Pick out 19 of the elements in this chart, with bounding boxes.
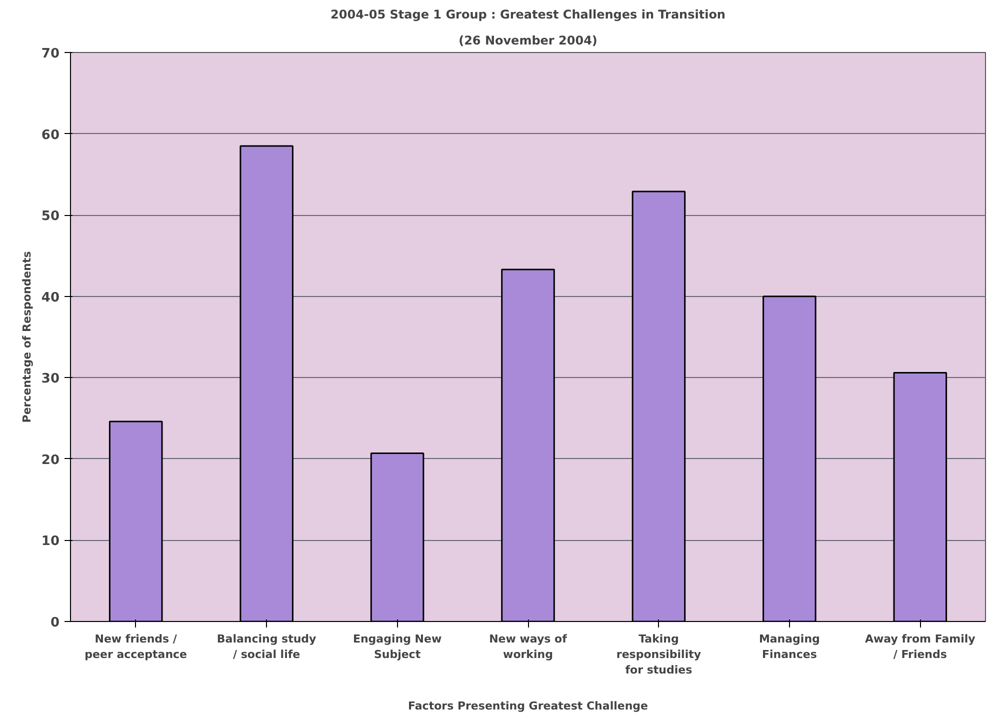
y-tick-label: 60 xyxy=(41,128,60,143)
x-tick-label: Engaging New Subject xyxy=(352,632,442,662)
x-axis-title: Factors Presenting Greatest Challenge xyxy=(408,700,648,713)
x-tick-label: New friends / peer acceptance xyxy=(84,632,188,662)
y-tick-label: 70 xyxy=(41,46,60,62)
x-tick-label: Away from Family / Friends xyxy=(865,632,976,662)
chart-subtitle: (26 November 2004) xyxy=(458,34,598,48)
x-tick-label: Taking responsibility for studies xyxy=(616,632,702,677)
x-tick-label: New ways of working xyxy=(489,632,568,662)
y-tick-label: 0 xyxy=(50,616,60,630)
chart-title: 2004-05 Stage 1 Group : Greatest Challenges in Transition xyxy=(330,8,726,22)
y-tick-label: 20 xyxy=(41,452,60,468)
x-tick-label: Managing Finances xyxy=(758,632,820,662)
y-tick-label: 50 xyxy=(41,209,60,224)
y-tick-label: 40 xyxy=(41,290,60,306)
y-tick-label: 10 xyxy=(41,534,60,550)
y-tick-label: 30 xyxy=(41,372,60,387)
y-axis-title: Percentage of Respondents xyxy=(20,250,34,423)
x-tick-label: Balancing study / social life xyxy=(216,632,316,662)
